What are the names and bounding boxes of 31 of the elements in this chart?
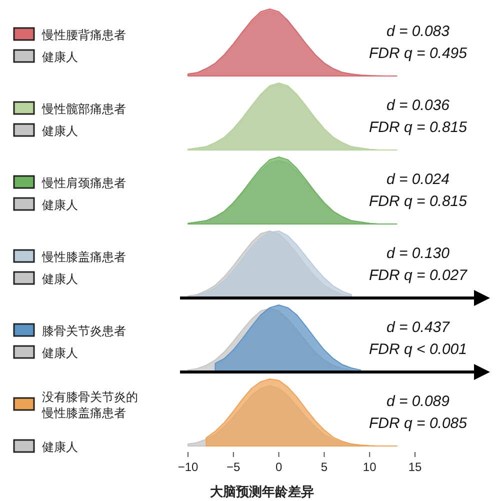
annotation: d = 0.083 [386, 23, 450, 40]
legend-label: 健康人 [42, 124, 78, 138]
annotation: FDR q = 0.815 [369, 193, 468, 210]
x-tick-label: 15 [408, 460, 422, 474]
text: FDR q = 0.027 [369, 267, 468, 284]
annotation: d = 0.036 [386, 97, 450, 114]
legend-label: 慢性髋部痛患者 [41, 102, 126, 116]
legend-label: 健康人 [42, 50, 78, 64]
x-tick-label: 0 [275, 460, 282, 474]
legend-label: 慢性肩颈痛患者 [41, 176, 126, 190]
text: d = 0.130 [386, 245, 450, 262]
legend-label: 健康人 [42, 440, 78, 454]
x-tick-label: 10 [362, 460, 377, 474]
legend-label: 健康人 [42, 198, 78, 212]
annotation: FDR q = 0.085 [369, 415, 468, 432]
x-tick-label: 5 [320, 460, 328, 474]
text: d = 0.437 [386, 319, 450, 336]
legend-label: 膝骨关节炎患者 [42, 324, 126, 338]
annotation: d = 0.024 [386, 171, 450, 188]
legend-label: 健康人 [42, 346, 78, 360]
legend-label: 健康人 [42, 272, 78, 286]
annotation: FDR q = 0.495 [369, 45, 468, 62]
legend-label: 慢性膝盖痛患者 [41, 250, 126, 264]
text: FDR q < 0.001 [369, 341, 467, 358]
annotation: FDR q = 0.815 [369, 119, 468, 136]
legend-label: 没有膝骨关节炎的慢性膝盖痛患者 [41, 390, 138, 420]
legend-label: 慢性腰背痛患者 [41, 28, 126, 42]
x-tick-label: −5 [226, 460, 241, 474]
x-tick-label: −10 [178, 460, 198, 474]
x-axis-title: 大脑预测年龄差异 [210, 484, 314, 499]
annotation: d = 0.089 [386, 393, 450, 410]
